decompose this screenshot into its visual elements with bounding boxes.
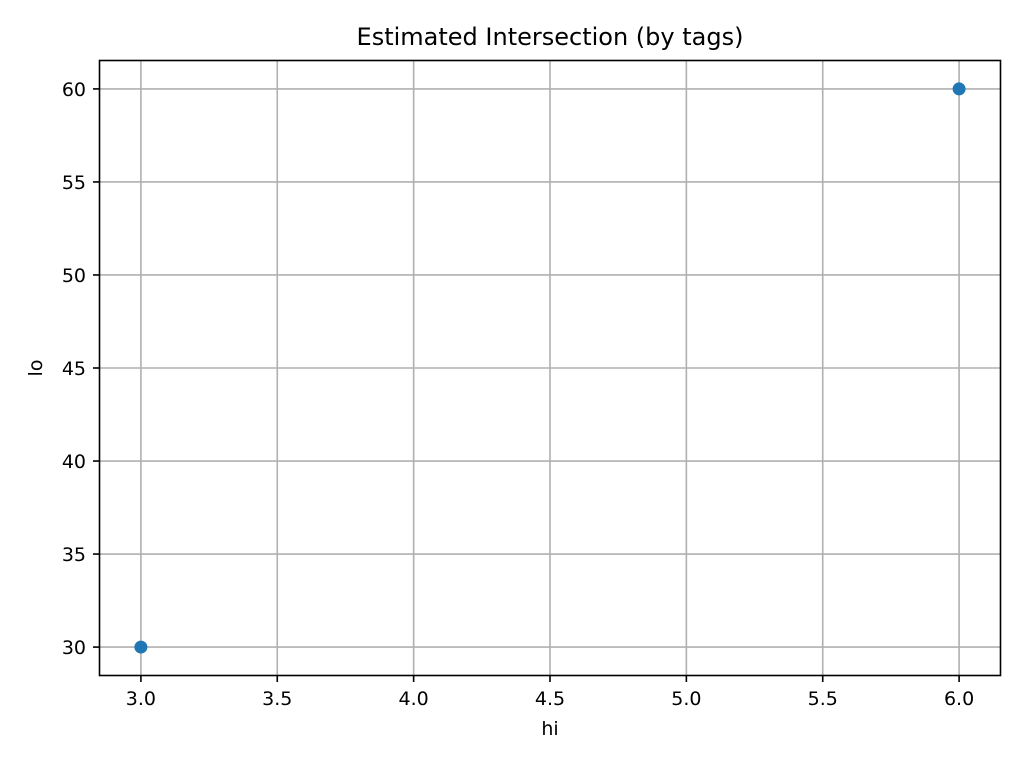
x-tick-label: 4.0 <box>399 688 429 710</box>
scatter-point <box>952 82 966 96</box>
x-tick-label: 5.5 <box>808 688 838 710</box>
y-tick-label: 55 <box>62 172 86 194</box>
grid <box>100 61 1000 675</box>
x-tick-label: 3.5 <box>262 688 292 710</box>
chart-title: Estimated Intersection (by tags) <box>357 23 744 51</box>
y-tick-label: 50 <box>62 265 86 287</box>
x-tick-label: 6.0 <box>944 688 974 710</box>
x-tick-label: 5.0 <box>671 688 701 710</box>
y-tick-label: 30 <box>62 637 86 659</box>
y-tick-label: 40 <box>62 451 86 473</box>
y-tick-label: 60 <box>62 79 86 101</box>
y-axis-label: lo <box>25 360 47 377</box>
y-tick-label: 45 <box>62 358 86 380</box>
data-points <box>134 82 966 654</box>
x-tick-label: 4.5 <box>535 688 565 710</box>
x-axis-ticks: 3.0 3.5 4.0 4.5 5.0 5.5 6.0 <box>126 675 974 710</box>
x-axis-label: hi <box>541 718 558 740</box>
plot-frame <box>98 59 1002 677</box>
x-tick-label: 3.0 <box>126 688 156 710</box>
y-tick-label: 35 <box>62 544 86 566</box>
scatter-point <box>134 640 148 654</box>
